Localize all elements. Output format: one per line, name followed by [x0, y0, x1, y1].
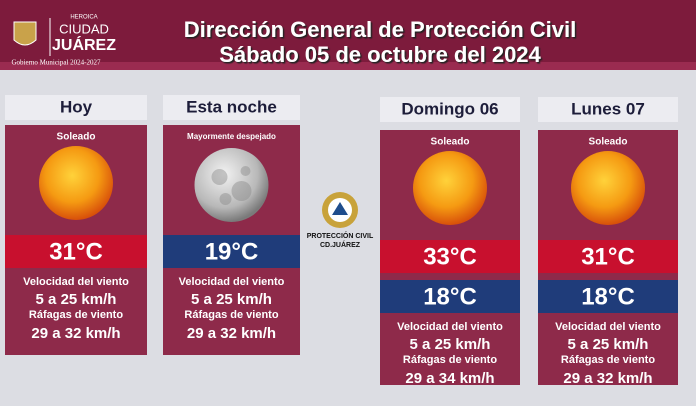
wind: 5 a 25 km/h: [191, 291, 272, 308]
wind: 5 a 25 km/h: [410, 336, 491, 353]
gust-label: Ráfagas de viento: [29, 309, 123, 321]
cards: Hoy Soleado 31°C Velocidad del viento 5 a 25…: [5, 95, 678, 387]
day-label: Esta noche: [186, 97, 277, 116]
logo-top: HEROICA: [70, 15, 97, 21]
wind: 5 a 25 km/h: [36, 291, 117, 308]
center-logo-line1: PROTECCIÓN CIVIL: [307, 231, 374, 240]
temperature: 31°C: [49, 238, 103, 265]
condition: Soleado: [57, 132, 96, 143]
moon-crater: [231, 181, 252, 201]
moon-crater: [219, 193, 232, 205]
temperature: 18°C: [423, 283, 477, 310]
day-header: [538, 97, 678, 122]
gust-label: Ráfagas de viento: [403, 354, 497, 366]
logo-triangle: [332, 202, 348, 215]
title-line2: Sábado 05 de octubre del 2024: [219, 42, 541, 67]
gust: 29 a 34 km/h: [405, 370, 494, 387]
moon-icon: [194, 148, 269, 222]
temp-band: [380, 280, 520, 313]
wind-label: Velocidad del viento: [397, 321, 503, 333]
title-line1: Dirección General de Protección Civil: [184, 17, 576, 42]
temperature: 33°C: [423, 243, 477, 270]
banner-stripe: [0, 62, 696, 70]
center-logo-line2: CD.JUÁREZ: [320, 240, 361, 249]
sun-icon: [413, 151, 487, 225]
condition: Mayormente despejado: [187, 132, 276, 141]
sun-icon: [571, 151, 645, 225]
banner: [0, 0, 696, 70]
moon-crater: [211, 169, 228, 185]
gust: 29 a 32 km/h: [563, 370, 652, 387]
temp-band: [380, 240, 520, 273]
day-header: [380, 97, 520, 122]
gust-label: Ráfagas de viento: [561, 354, 655, 366]
city-logo: HEROICA CIUDAD JUÁREZ Gobierno Municipal…: [11, 15, 116, 67]
temp-band: [538, 280, 678, 313]
moon-crater: [240, 166, 251, 176]
wind-label: Velocidad del viento: [555, 321, 661, 333]
gust-label: Ráfagas de viento: [184, 309, 278, 321]
temp-band: [163, 235, 300, 268]
condition: Soleado: [589, 137, 628, 148]
temperature: 19°C: [205, 238, 259, 265]
center-logo: PROTECCIÓN CIVIL CD.JUÁREZ: [307, 192, 374, 249]
day-label: Domingo 06: [401, 99, 498, 118]
wind-label: Velocidad del viento: [179, 276, 285, 288]
temp-band: [5, 235, 147, 268]
day-label: Lunes 07: [571, 99, 645, 118]
sun-icon: [39, 146, 113, 220]
gust: 29 a 32 km/h: [31, 325, 120, 342]
wind-label: Velocidad del viento: [23, 276, 129, 288]
condition: Soleado: [431, 137, 470, 148]
temp-band: [538, 240, 678, 273]
temperature: 31°C: [581, 243, 635, 270]
wind: 5 a 25 km/h: [568, 336, 649, 353]
logo-city: CIUDAD: [59, 21, 109, 36]
logo-gov: Gobierno Municipal 2024-2027: [11, 59, 101, 67]
day-label: Hoy: [60, 97, 93, 116]
temperature: 18°C: [581, 283, 635, 310]
gust: 29 a 32 km/h: [187, 325, 276, 342]
day-header: [5, 95, 147, 120]
shield: [13, 21, 37, 46]
logo-name: JUÁREZ: [52, 35, 116, 54]
day-header: [163, 95, 300, 120]
